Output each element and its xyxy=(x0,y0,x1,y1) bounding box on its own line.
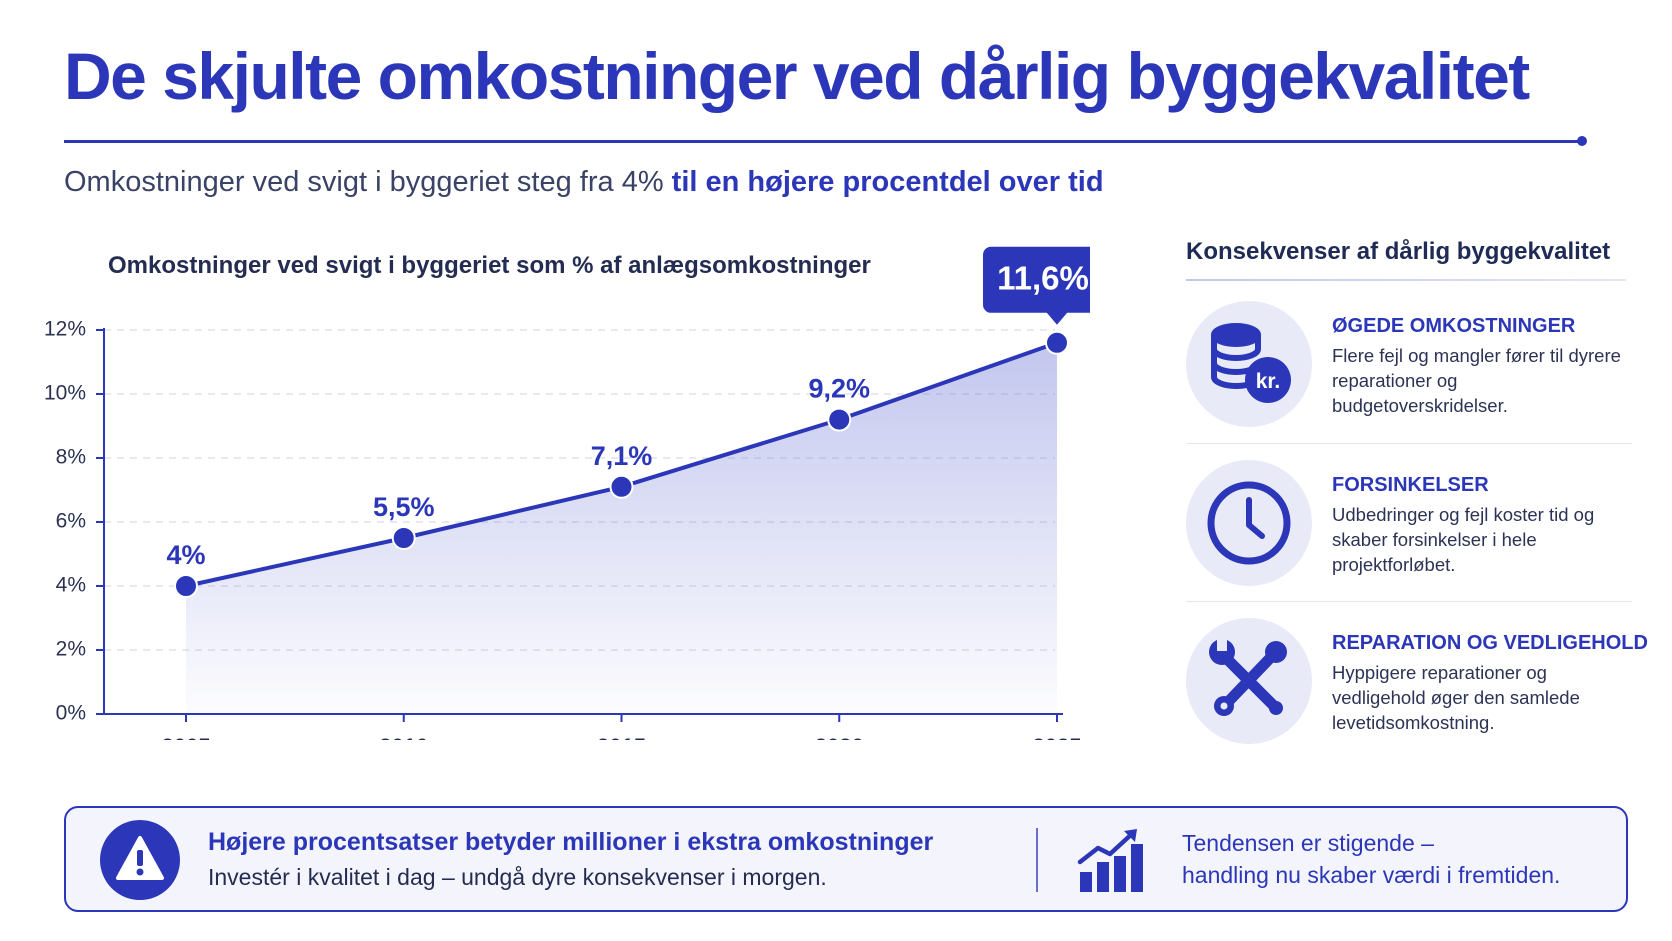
y-tick-label: 12% xyxy=(44,318,86,341)
trend-chart-icon xyxy=(1077,829,1143,892)
y-tick-label: 6% xyxy=(56,510,86,533)
sidebar-item-heading: ØGEDE OMKOSTNINGER xyxy=(1332,315,1576,337)
data-label: 7,1% xyxy=(591,441,653,471)
sidebar-item-costs: kr. ØGEDE OMKOSTNINGER Flere fejl og man… xyxy=(1186,301,1632,451)
data-label: 11,6% xyxy=(997,260,1089,297)
y-tick-label: 4% xyxy=(56,574,86,597)
sidebar-item-text: Udbedringer og fejl koster tid og skaber… xyxy=(1332,504,1595,575)
data-point xyxy=(827,407,852,432)
sidebar-item-heading: FORSINKELSER xyxy=(1332,474,1489,496)
data-point xyxy=(609,474,634,499)
point-layer xyxy=(174,330,1069,598)
banner-subtext: Investér i kvalitet i dag – undgå dyre k… xyxy=(208,864,827,890)
x-tick-label: 2015 xyxy=(597,734,646,740)
area-fill xyxy=(186,342,1057,714)
data-point xyxy=(1045,330,1069,355)
y-tick-label: 10% xyxy=(44,382,86,405)
x-tick-label: 2010 xyxy=(379,734,428,740)
data-label: 4% xyxy=(166,540,205,570)
sidebar-item-text: Hyppigere reparationer og vedligehold øg… xyxy=(1332,662,1580,733)
label-layer: 4% 5,5% 7,1% 9,2% 11,6% xyxy=(166,246,1090,570)
banner-heading: Højere procentsatser betyder millioner i… xyxy=(208,828,934,856)
title-divider xyxy=(64,140,1581,143)
chart-title: Omkostninger ved svigt i byggeriet som %… xyxy=(108,252,871,279)
data-point xyxy=(174,574,198,598)
sidebar-separator xyxy=(1186,601,1632,602)
y-tick-label: 2% xyxy=(56,638,86,661)
x-tick-label: 2005 xyxy=(162,734,211,740)
warning-icon xyxy=(100,820,180,900)
y-tick-label: 0% xyxy=(56,702,86,725)
subtitle-plain: Omkostninger ved svigt i byggeriet steg … xyxy=(64,166,672,198)
banner-divider xyxy=(1036,828,1038,892)
banner-trend-line1: Tendensen er stigende – xyxy=(1182,830,1434,856)
bottom-banner: Højere procentsatser betyder millioner i… xyxy=(64,806,1628,912)
axis-layer: 0% 2% 4% 6% 8% 10% 12% 2005 2010 2015 2020 2025 xyxy=(44,318,1082,740)
banner-trend-line2: handling nu skaber værdi i fremtiden. xyxy=(1182,862,1561,888)
page-subtitle: Omkostninger ved svigt i byggeriet steg … xyxy=(64,166,1104,199)
x-tick-label: 2025 xyxy=(1033,734,1082,740)
data-point xyxy=(391,526,416,550)
y-tick-label: 8% xyxy=(56,446,86,469)
sidebar-item-text: Flere fejl og mangler fører til dyrere r… xyxy=(1332,345,1621,416)
line-area-chart: 0% 2% 4% 6% 8% 10% 12% 2005 2010 2015 2020 2025 4% 5… xyxy=(44,246,1090,740)
callout-box xyxy=(983,246,1090,313)
sidebar-separator xyxy=(1186,443,1632,444)
data-label: 5,5% xyxy=(373,492,435,522)
callout-pointer xyxy=(1046,311,1068,325)
sidebar-item-repair: REPARATION OG VEDLIGEHOLD Hyppigere repa… xyxy=(1186,618,1648,768)
svg-text:kr.: kr. xyxy=(1256,370,1281,393)
x-tick-label: 2020 xyxy=(815,734,864,740)
title-divider-dot xyxy=(1577,136,1587,146)
data-label: 9,2% xyxy=(808,374,870,404)
sidebar-item-heading: REPARATION OG VEDLIGEHOLD xyxy=(1332,632,1648,654)
sidebar-title: Konsekvenser af dårlig byggekvalitet xyxy=(1186,238,1611,265)
sidebar-divider xyxy=(1186,279,1626,281)
tools-icon xyxy=(1186,618,1312,744)
page-title: De skjulte omkostninger ved dårlig bygge… xyxy=(64,39,1530,113)
subtitle-highlight: til en højere procentdel over tid xyxy=(671,166,1104,198)
sidebar-item-delays: FORSINKELSER Udbedringer og fejl koster … xyxy=(1186,460,1632,610)
area-layer xyxy=(186,342,1057,714)
highlight-callout: 11,6% xyxy=(983,246,1090,325)
coins-kr-icon: kr. xyxy=(1186,301,1312,427)
clock-icon xyxy=(1186,460,1312,586)
